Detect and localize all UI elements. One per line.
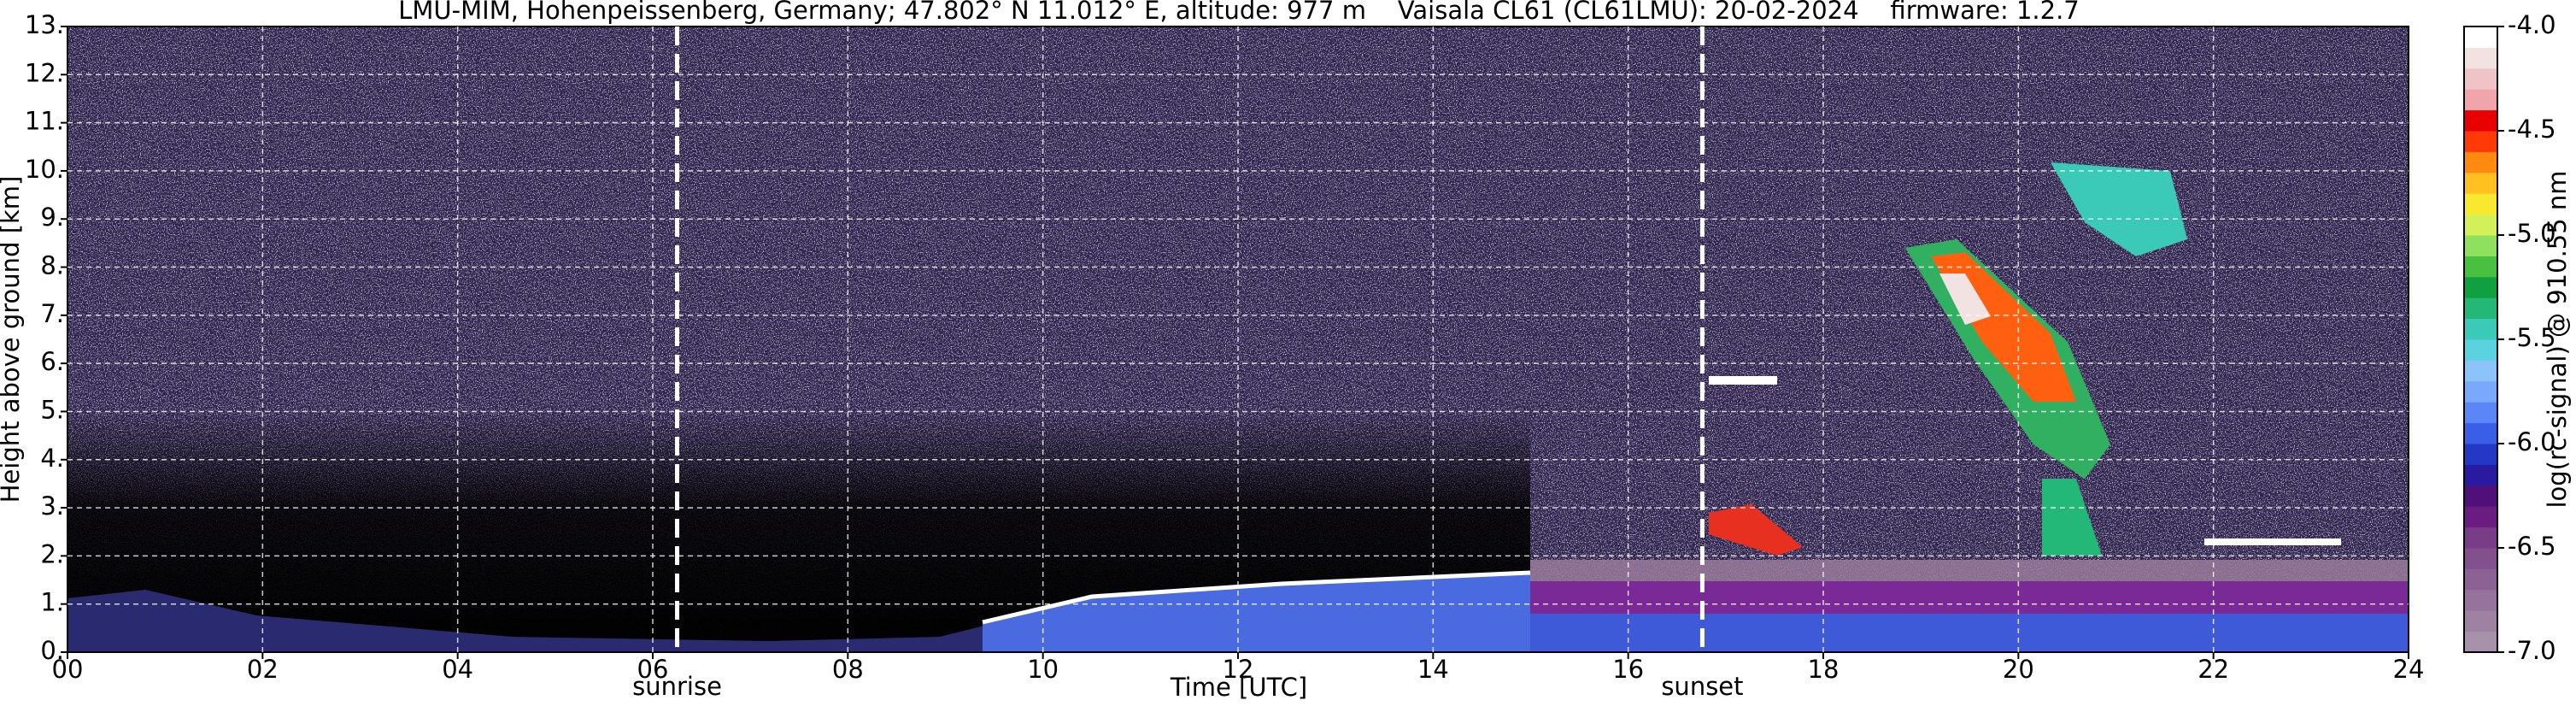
colorbar-level [2464, 318, 2497, 340]
colorbar-level [2464, 193, 2497, 215]
y-tick-label: 7. [40, 299, 64, 328]
aerosol-layer [1530, 581, 2409, 614]
colorbar-tick-label: -6.5 [2508, 532, 2556, 561]
colorbar-level [2464, 568, 2497, 591]
y-tick-label: 3. [40, 491, 64, 521]
x-tick-label: 16 [1612, 655, 1644, 684]
x-tick-label: 24 [2393, 655, 2425, 684]
y-tick-label: 9. [40, 203, 64, 232]
x-tick-label: 06 [637, 655, 669, 684]
annotation-label: sunrise [632, 672, 722, 701]
cloud [1709, 504, 1803, 556]
cloud [1939, 274, 1991, 325]
colorbar-level [2464, 131, 2497, 152]
boundary-layer [983, 574, 1530, 652]
colorbar-level [2464, 380, 2497, 403]
y-tick-label: 0. [40, 636, 64, 665]
colorbar-level [2464, 297, 2497, 320]
colorbar-tick-label: -6.0 [2508, 427, 2556, 456]
colorbar-tick-label: -4.0 [2508, 10, 2556, 39]
colorbar-level [2464, 527, 2497, 549]
colorbar-level [2464, 47, 2497, 69]
annotation-label: sunset [1661, 672, 1743, 701]
x-tick-label: 08 [832, 655, 864, 684]
colorbar-label: log(rc-signal) @ 910.55 nm [2543, 170, 2572, 508]
x-tick-label: 20 [2003, 655, 2034, 684]
colorbar-level [2464, 26, 2497, 48]
y-tick-label: 8. [40, 251, 64, 280]
y-tick-label: 6. [40, 347, 64, 376]
x-tick-label: 04 [442, 655, 473, 684]
y-tick-label: 10. [25, 155, 64, 184]
colorbar-level [2464, 235, 2497, 256]
y-tick-label: 5. [40, 395, 64, 424]
colorbar-level [2464, 89, 2497, 111]
cloud [2204, 538, 2341, 545]
colorbar-level [2464, 506, 2497, 528]
colorbar-level [2464, 360, 2497, 382]
cloud [2042, 479, 2102, 556]
colorbar-level [2464, 464, 2497, 486]
aerosol-layer [1530, 614, 2409, 652]
cloud [2051, 162, 2187, 256]
y-axis-label: Height above ground [km] [0, 176, 25, 503]
x-tick-label: 18 [1808, 655, 1840, 684]
y-tick-label: 12. [25, 58, 64, 87]
colorbar-level [2464, 402, 2497, 424]
colorbar-level [2464, 256, 2497, 278]
colorbar-level [2464, 276, 2497, 298]
x-tick-label: 22 [2198, 655, 2229, 684]
y-tick-label: 1. [40, 588, 64, 617]
colorbar-level [2464, 172, 2497, 194]
cloud [1709, 376, 1777, 385]
colorbar-level [2464, 548, 2497, 569]
y-tick-label: 13. [25, 10, 64, 39]
layer-top [982, 570, 1531, 625]
colorbar-level [2464, 631, 2497, 653]
colorbar-tick-label: -7.0 [2508, 636, 2556, 665]
colorbar-level [2464, 151, 2497, 174]
y-tick-label: 2. [40, 539, 64, 568]
colorbar-level [2464, 610, 2497, 632]
x-tick-label: 00 [52, 655, 84, 684]
x-tick-label: 02 [247, 655, 279, 684]
x-tick-label: 10 [1027, 655, 1059, 684]
colorbar-tick-label: -4.5 [2508, 115, 2556, 144]
x-axis-label: Time [UTC] [1170, 673, 1307, 702]
colorbar-level [2464, 422, 2497, 444]
colorbar-level [2464, 589, 2497, 611]
colorbar-level [2464, 68, 2497, 90]
x-tick-label: 12 [1223, 655, 1254, 684]
colorbar-level [2464, 444, 2497, 465]
x-tick-label: 14 [1417, 655, 1449, 684]
colorbar-tick-label: -5.0 [2508, 219, 2556, 248]
chart-title: LMU-MIM, Hohenpeissenberg, Germany; 47.8… [398, 0, 2080, 25]
colorbar-level [2464, 485, 2497, 507]
colorbar-level [2464, 214, 2497, 236]
y-tick-label: 11. [25, 107, 64, 136]
y-tick-label: 4. [40, 444, 64, 473]
colorbar-tick-label: -5.5 [2508, 323, 2556, 352]
colorbar-level [2464, 339, 2497, 361]
colorbar-level [2464, 109, 2497, 132]
